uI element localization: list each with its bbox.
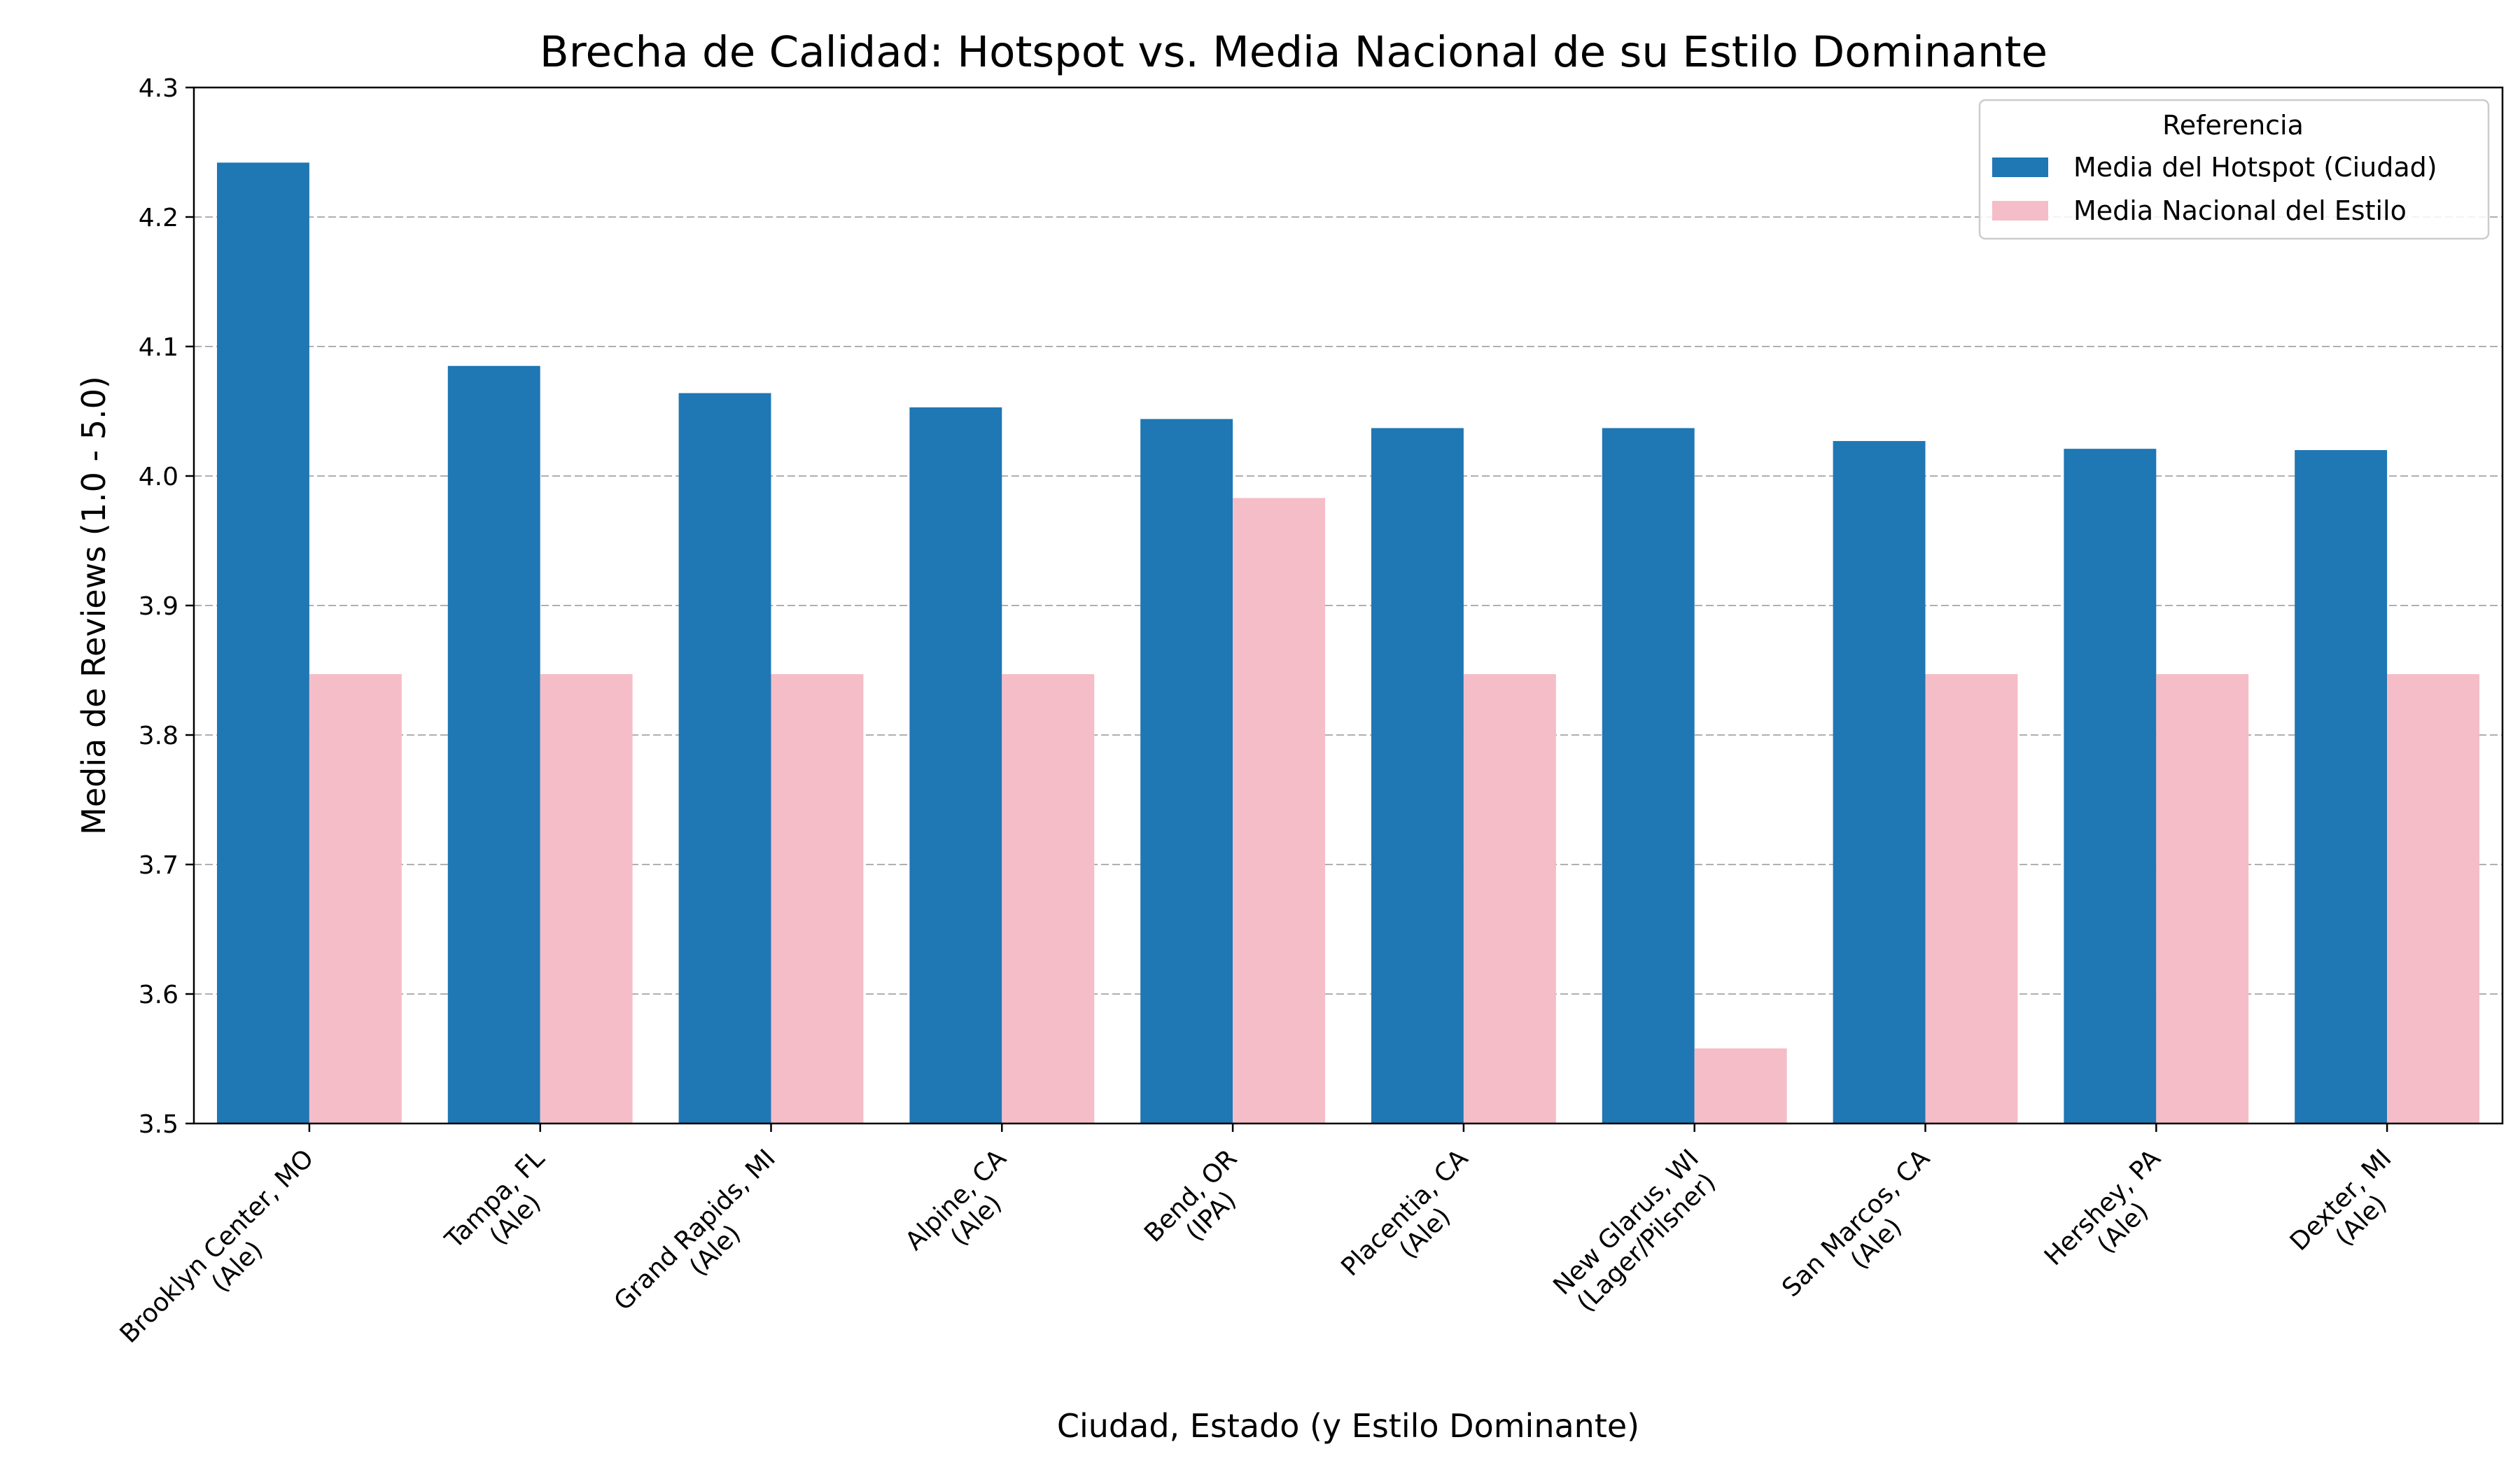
bar-hotspot bbox=[447, 365, 540, 1124]
bar-national-style bbox=[309, 674, 402, 1124]
bar-national-style bbox=[2156, 674, 2249, 1124]
bar-hotspot bbox=[1833, 441, 1926, 1124]
legend-title: Referencia bbox=[2162, 110, 2304, 141]
x-tick-label: Dexter, MI(Ale) bbox=[2285, 1144, 2418, 1277]
y-tick-label: 4.2 bbox=[139, 204, 178, 232]
y-tick-label: 3.6 bbox=[139, 981, 178, 1009]
x-tick-label: Hershey, PA(Ale) bbox=[2039, 1144, 2187, 1292]
bar-hotspot bbox=[2064, 449, 2157, 1124]
y-tick-label: 4.3 bbox=[139, 74, 178, 103]
bar-national-style bbox=[1463, 674, 1556, 1124]
bar-hotspot bbox=[678, 393, 771, 1124]
bar-hotspot bbox=[1371, 428, 1464, 1124]
bar-hotspot bbox=[216, 162, 309, 1124]
bar-national-style bbox=[1694, 1048, 1787, 1124]
y-tick-label: 4.1 bbox=[139, 333, 178, 362]
x-tick-label: San Marcos, CA(Ale) bbox=[1777, 1144, 1956, 1323]
x-tick-label: Alpine, CA(Ale) bbox=[900, 1144, 1032, 1276]
bar-national-style bbox=[1925, 674, 2018, 1124]
bar-hotspot bbox=[2295, 450, 2388, 1124]
y-tick-label: 3.7 bbox=[139, 851, 178, 880]
x-tick-label: New Glarus, WI(Lager/Pilsner) bbox=[1548, 1144, 1725, 1321]
y-tick-label: 3.9 bbox=[139, 592, 178, 621]
bar-national-style bbox=[2387, 674, 2480, 1124]
bar-hotspot bbox=[1602, 428, 1695, 1124]
bar-series-group bbox=[216, 162, 2480, 1124]
bar-national-style bbox=[1233, 498, 1326, 1124]
bar-national-style bbox=[540, 674, 633, 1124]
legend-frame bbox=[1978, 99, 2490, 240]
bar-hotspot bbox=[1140, 419, 1233, 1124]
y-axis-ticks: 3.5 3.6 3.7 3.8 3.9 4.0 4.1 4.2 4.3 bbox=[139, 74, 194, 1139]
y-axis-label: Media de Reviews (1.0 - 5.0) bbox=[75, 376, 113, 835]
legend: Referencia Media del Hotspot (Ciudad) Me… bbox=[1978, 99, 2490, 240]
x-axis-ticks: Brooklyn Center, MO(Ale) Tampa, FL(Ale) Gr… bbox=[115, 1124, 2418, 1368]
bar-national-style bbox=[1002, 674, 1095, 1124]
x-tick-label: Grand Rapids, MI(Ale) bbox=[609, 1144, 802, 1336]
legend-swatch-hotspot bbox=[1992, 158, 2048, 177]
y-tick-label: 4.0 bbox=[139, 463, 178, 491]
bar-national-style bbox=[771, 674, 864, 1124]
x-tick-label: Tampa, FL(Ale) bbox=[440, 1144, 570, 1275]
y-tick-label: 3.5 bbox=[139, 1110, 178, 1139]
y-tick-label: 3.8 bbox=[139, 722, 178, 750]
legend-label-national: Media Nacional del Estilo bbox=[2073, 195, 2407, 226]
x-axis-label: Ciudad, Estado (y Estilo Dominante) bbox=[1057, 1407, 1639, 1445]
x-tick-label: Bend, OR(IPA) bbox=[1139, 1144, 1263, 1268]
chart-title: Brecha de Calidad: Hotspot vs. Media Nac… bbox=[540, 27, 2047, 77]
legend-label-hotspot: Media del Hotspot (Ciudad) bbox=[2073, 152, 2437, 183]
x-tick-label: Placentia, CA(Ale) bbox=[1336, 1144, 1494, 1302]
bar-hotspot bbox=[909, 407, 1002, 1124]
legend-swatch-national bbox=[1992, 201, 2048, 220]
x-tick-label: Brooklyn Center, MO(Ale) bbox=[115, 1144, 340, 1368]
